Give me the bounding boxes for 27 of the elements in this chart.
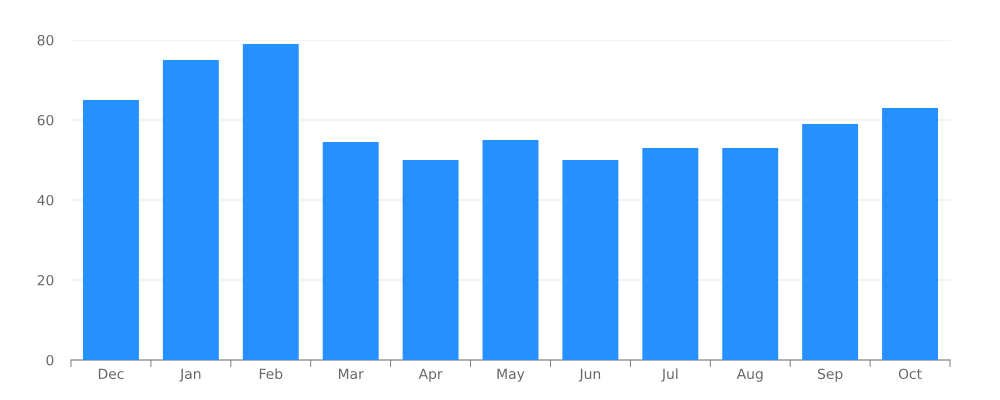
y-tick-label: 20	[38, 274, 54, 286]
bar	[882, 108, 938, 360]
x-tick-label: Feb	[260, 368, 282, 380]
bar	[162, 60, 219, 360]
x-tick-label: Jun	[578, 368, 600, 382]
x-tick-label: Dec	[98, 368, 124, 380]
bar	[402, 160, 459, 360]
x-tick-label: Aug	[736, 368, 763, 382]
x-tick-label: May	[498, 368, 524, 382]
y-tick-label: 80	[38, 34, 54, 46]
x-tick-label: Jan	[179, 368, 200, 382]
bar	[802, 124, 858, 360]
x-tick-label: Sep	[818, 368, 842, 382]
bar	[562, 160, 618, 360]
y-tick-label: 0	[46, 354, 54, 366]
bar	[82, 100, 139, 360]
y-tick-label: 60	[38, 114, 54, 126]
bar	[722, 148, 778, 360]
bar	[242, 44, 299, 360]
x-tick-label: Apr	[418, 368, 443, 382]
bar	[322, 142, 379, 360]
bar	[482, 140, 538, 360]
y-tick-label: 40	[37, 194, 54, 206]
bar	[642, 148, 698, 360]
x-tick-label: Mar	[338, 368, 364, 380]
x-tick-label: Oct	[898, 368, 922, 380]
x-tick-label: Jul	[661, 368, 678, 382]
